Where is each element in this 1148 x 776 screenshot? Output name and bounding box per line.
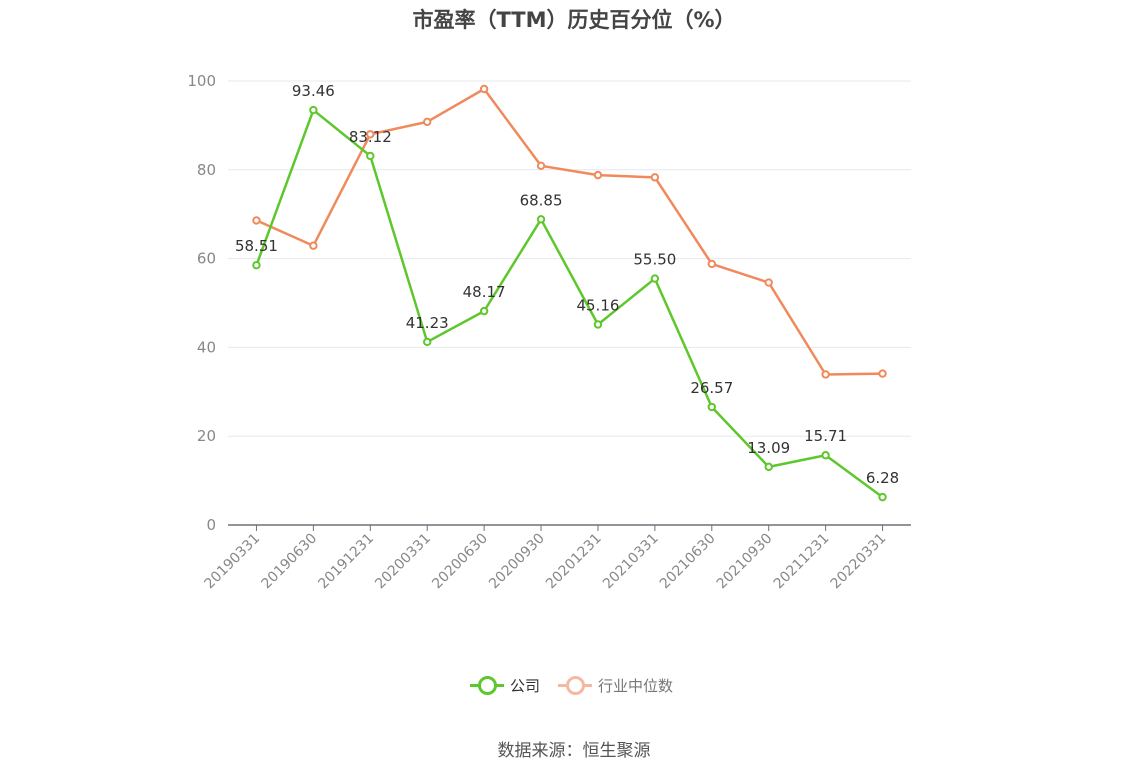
data-label: 13.09 — [747, 439, 790, 457]
data-point-0 — [536, 215, 546, 224]
data-label: 26.57 — [690, 379, 733, 397]
source-note: 数据来源：恒生聚源 — [497, 741, 651, 761]
x-tick-label: 20210930 — [714, 531, 776, 593]
data-point-1 — [309, 241, 318, 250]
grid-lines — [228, 80, 911, 437]
legend-company-label: 公司 — [510, 676, 541, 695]
data-label: 6.28 — [866, 469, 899, 487]
data-point-1 — [707, 259, 716, 269]
data-point-0 — [423, 337, 432, 347]
x-tick-label: 20210331 — [600, 531, 662, 593]
data-label: 45.16 — [576, 296, 619, 314]
data-label: 55.50 — [633, 251, 676, 269]
x-tick-label: 20201231 — [543, 531, 605, 593]
data-label: 68.85 — [520, 191, 563, 209]
series-line-1 — [255, 87, 883, 376]
data-label: 15.71 — [804, 427, 847, 445]
series-lines — [252, 84, 887, 502]
data-point-0 — [650, 274, 660, 283]
data-point-1 — [821, 370, 830, 379]
data-labels: 58.51 93.46 83.12 41.23 48.17 68.85 45.16 55.50… — [235, 82, 899, 487]
x-tick-label: 20220331 — [828, 531, 890, 593]
data-label: 48.17 — [463, 283, 506, 301]
y-tick-label: 40 — [197, 338, 216, 356]
legend-industry-marker — [566, 676, 585, 695]
y-tick-label: 20 — [197, 427, 216, 445]
data-point-1 — [536, 161, 546, 171]
data-point-1 — [878, 369, 887, 378]
x-tick-label: 20210630 — [657, 531, 719, 593]
legend-industry-label: 行业中位数 — [598, 676, 674, 695]
y-tick-label: 60 — [197, 250, 216, 268]
x-tick-label: 20200630 — [429, 531, 491, 593]
x-tick-label: 20200930 — [486, 531, 548, 593]
x-tick-label: 20200331 — [372, 531, 434, 593]
data-point-0 — [479, 306, 489, 316]
data-label: 58.51 — [235, 237, 278, 255]
x-tick-label: 20190331 — [202, 531, 264, 593]
data-point-1 — [650, 173, 660, 182]
y-tick-label: 0 — [206, 516, 216, 534]
x-tick-label: 20191231 — [315, 531, 377, 593]
data-point-1 — [366, 130, 375, 139]
legend-item-company[interactable]: 公司 — [470, 672, 540, 698]
legend-item-industry-median[interactable]: 行业中位数 — [558, 672, 673, 698]
data-point-0 — [764, 462, 773, 472]
series-line-0 — [255, 108, 884, 499]
legend-company-icon — [470, 672, 504, 698]
data-point-0 — [366, 151, 375, 161]
data-point-0 — [878, 492, 887, 502]
data-point-1 — [593, 170, 603, 180]
data-point-1 — [423, 117, 432, 127]
data-point-1 — [252, 216, 261, 225]
axes: 0204060801002019033120190630201912312020… — [187, 72, 911, 592]
data-label: 83.12 — [349, 128, 392, 146]
y-tick-label: 80 — [197, 161, 216, 179]
chart-title: 市盈率（TTM）历史百分位（%） — [412, 8, 736, 32]
legend-industry-icon — [558, 672, 592, 698]
data-point-0 — [707, 402, 716, 412]
data-label: 93.46 — [292, 82, 335, 100]
data-point-1 — [479, 84, 489, 94]
data-point-1 — [764, 278, 773, 287]
data-point-0 — [252, 261, 261, 270]
x-tick-label: 20190630 — [258, 531, 320, 593]
y-tick-label: 100 — [187, 72, 216, 90]
data-point-0 — [821, 451, 830, 460]
data-label: 41.23 — [406, 314, 449, 332]
data-point-0 — [309, 105, 318, 115]
legend-company-marker — [478, 676, 497, 695]
x-tick-label: 20211231 — [771, 531, 833, 593]
data-point-0 — [593, 320, 603, 329]
